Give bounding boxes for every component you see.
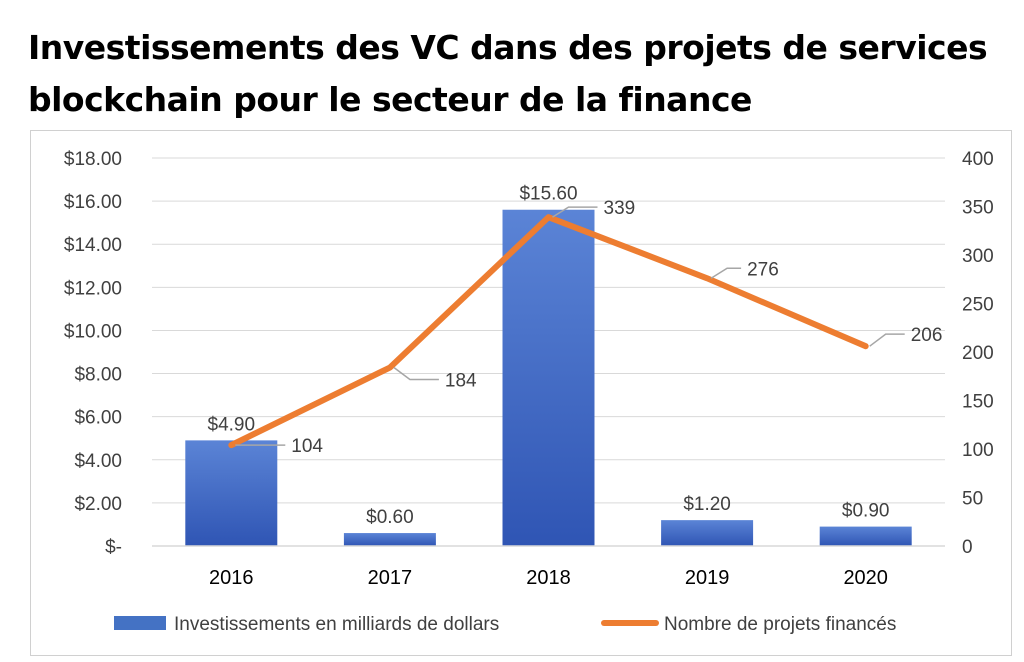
line-data-label: 104 [291, 436, 323, 457]
left-axis-tick-label: $12.00 [64, 278, 122, 299]
bar-data-label: $4.90 [208, 414, 256, 435]
legend-swatch-bar [114, 616, 166, 630]
line-series [228, 214, 869, 449]
x-axis-tick-label: 2019 [685, 567, 730, 589]
bar [661, 520, 754, 546]
bar [819, 526, 912, 546]
series-line [228, 214, 869, 449]
right-axis-tick-label: 250 [962, 295, 994, 316]
chart-title-line-2: blockchain pour le secteur de la finance [28, 80, 752, 119]
bar-data-label: $15.60 [519, 184, 577, 205]
leader-line [552, 206, 598, 218]
data-labels: $4.90 $0.60 $15.60 $1.20 $0.90 104 184 339 276 20… [208, 184, 943, 528]
legend-label-line: Nombre de projets financés [664, 614, 896, 635]
right-axis-tick-label: 200 [962, 343, 994, 364]
bar [502, 209, 595, 546]
right-axis-tick-label: 350 [962, 198, 994, 219]
x-axis-tick-label: 2020 [843, 567, 888, 589]
right-axis-tick-label: 300 [962, 246, 994, 267]
bar-data-label: $1.20 [683, 494, 731, 515]
legend: Investissements en milliards de dollars N… [114, 614, 896, 635]
right-axis-tick-label: 100 [962, 440, 994, 461]
bar-data-label: $0.60 [366, 507, 414, 528]
left-axis-tick-label: $2.00 [74, 494, 122, 515]
line-data-label: 184 [445, 371, 477, 392]
left-axis-tick-label: $6.00 [74, 408, 122, 429]
x-axis-tick-label: 2018 [526, 567, 571, 589]
line-data-label: 206 [911, 325, 943, 346]
x-axis-tick-label: 2016 [209, 567, 254, 589]
left-axis-tick-label: $14.00 [64, 235, 122, 256]
bar [343, 533, 436, 546]
leader-line [393, 366, 439, 381]
right-axis-tick-label: 150 [962, 392, 994, 413]
left-axis-tick-label: $8.00 [74, 365, 122, 386]
bar-series [185, 209, 912, 546]
bar [185, 440, 278, 546]
chart-frame [30, 130, 1012, 656]
leader-line [710, 267, 742, 279]
x-axis-tick-label: 2017 [368, 567, 413, 589]
right-axis-tick-label: 50 [962, 489, 983, 510]
right-axis-tick-label: 400 [962, 149, 994, 170]
left-axis-tick-label: $4.00 [74, 451, 122, 472]
left-axis-tick-label: $- [105, 537, 122, 558]
axes: $- $2.00 $4.00 $6.00 $8.00 $10.00 $12.00 $14.00… [64, 149, 994, 589]
left-axis-tick-label: $18.00 [64, 149, 122, 170]
left-axis-tick-label: $10.00 [64, 321, 122, 342]
legend-label-bar: Investissements en milliards de dollars [174, 614, 499, 635]
chart-title: Investissements des VC dans des projets … [28, 22, 1008, 126]
left-axis-tick-label: $16.00 [64, 192, 122, 213]
right-axis-tick-label: 0 [962, 537, 973, 558]
chart-title-line-1: Investissements des VC dans des projets … [28, 28, 988, 67]
line-data-label: 276 [747, 259, 779, 280]
bar-data-label: $0.90 [842, 501, 890, 522]
line-data-label: 339 [604, 198, 636, 219]
leader-line [869, 333, 905, 347]
